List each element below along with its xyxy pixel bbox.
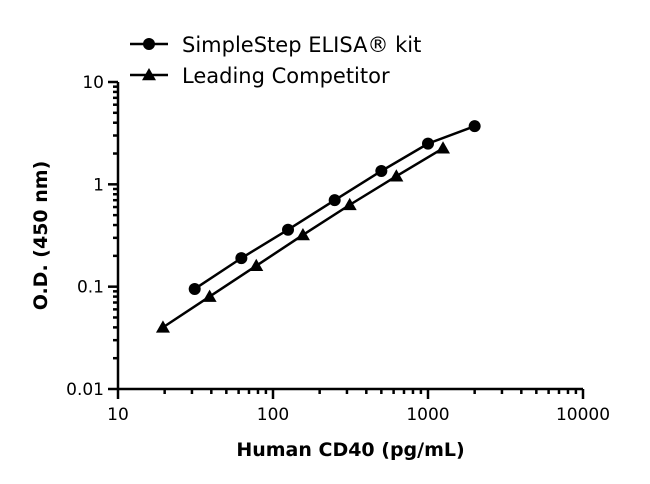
x-axis-title: Human CD40 (pg/mL) (236, 439, 464, 461)
x-tick-label: 10000 (556, 405, 610, 425)
y-axis-title: O.D. (450 nm) (30, 161, 52, 311)
data-point-circle (328, 194, 341, 207)
y-tick-label: 10 (82, 73, 104, 93)
data-point-triangle (202, 289, 217, 302)
data-point-triangle (155, 320, 170, 333)
data-point-circle (375, 164, 388, 177)
series-competitor (155, 141, 451, 333)
data-point-triangle (249, 258, 264, 272)
series-line (194, 125, 476, 290)
x-tick-label: 100 (257, 405, 289, 425)
y-tick-label: 1 (93, 175, 104, 195)
data-point-circle (282, 223, 295, 236)
data-point-triangle (436, 141, 451, 154)
series-simplestep (188, 120, 481, 295)
axes: 10 100 1000 10000 0.01 0.1 1 10 (66, 73, 610, 425)
y-tick-label: 0.1 (77, 278, 104, 298)
data-point-triangle (389, 169, 404, 182)
data-point-circle (235, 252, 248, 265)
y-tick-label: 0.01 (66, 380, 104, 400)
x-tick-label: 10 (107, 405, 129, 425)
data-point-circle (468, 120, 481, 133)
x-tick-label: 1000 (406, 405, 449, 425)
legend-label: Leading Competitor (182, 64, 390, 88)
data-point-triangle (295, 227, 310, 241)
legend-triangle-marker (142, 68, 156, 81)
data-point-circle (188, 282, 201, 295)
legend: SimpleStep ELISA® kit Leading Competitor (130, 33, 421, 88)
data-point-circle (422, 137, 434, 150)
legend-label: SimpleStep ELISA® kit (182, 33, 421, 57)
legend-item: Leading Competitor (130, 64, 390, 88)
legend-circle-marker (143, 38, 155, 50)
data-point-triangle (342, 197, 357, 211)
series-layer (155, 120, 481, 333)
legend-item: SimpleStep ELISA® kit (130, 33, 421, 57)
